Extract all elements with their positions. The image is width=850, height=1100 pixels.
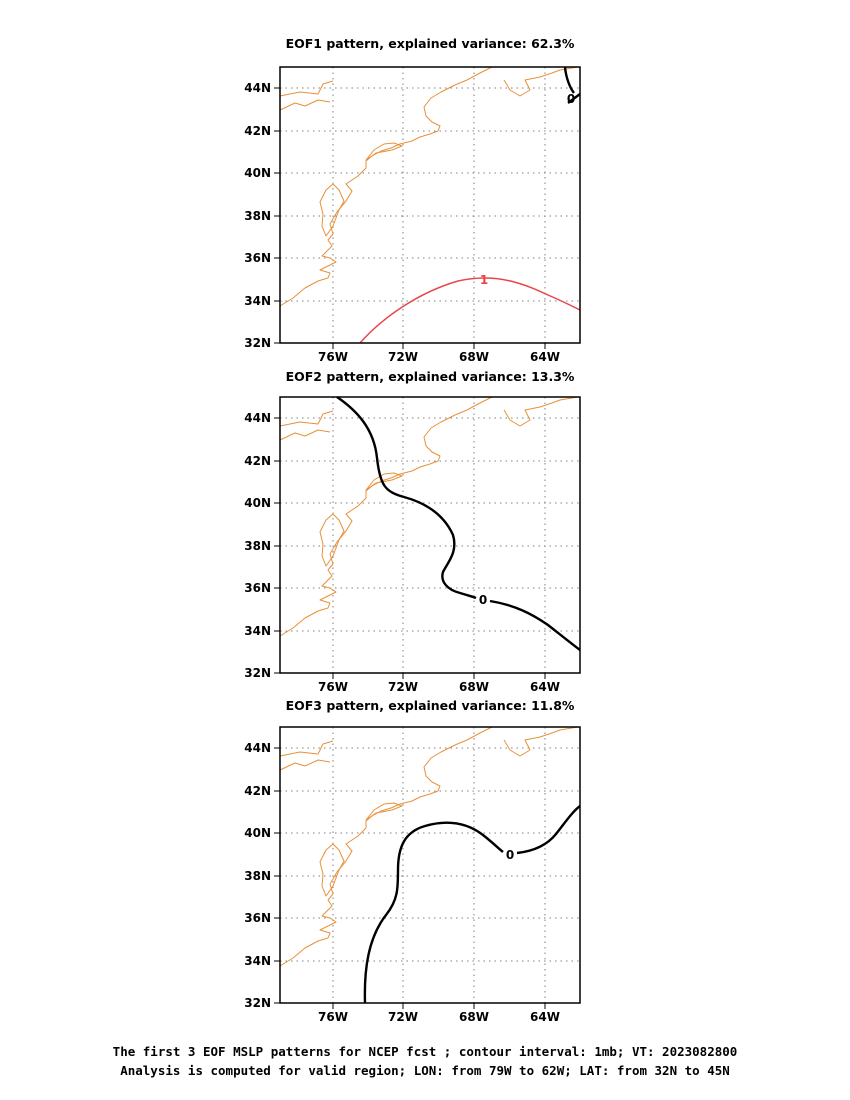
lon-tick-label: 64W	[530, 350, 560, 364]
lat-tick-label: 32N	[244, 996, 271, 1010]
lat-tick-label: 42N	[244, 124, 271, 138]
lat-tick-label: 40N	[244, 166, 271, 180]
eof-contours: 0	[336, 396, 581, 651]
caption-line-1: The first 3 EOF MSLP patterns for NCEP f…	[112, 1044, 738, 1059]
lat-tick-label: 38N	[244, 209, 271, 223]
lon-tick-label: 72W	[388, 350, 418, 364]
lat-tick-label: 44N	[244, 741, 271, 755]
lat-axis: 44N 42N 40N 38N 36N 34N 32N	[244, 741, 280, 1010]
lat-tick-label: 32N	[244, 336, 271, 350]
lon-tick-label: 72W	[388, 1010, 418, 1024]
lat-tick-label: 34N	[244, 294, 271, 308]
lat-tick-label: 44N	[244, 81, 271, 95]
lat-tick-label: 38N	[244, 539, 271, 553]
coastline	[279, 726, 579, 967]
lon-tick-label: 76W	[318, 1010, 348, 1024]
lon-tick-label: 68W	[459, 350, 489, 364]
contour-label: 1	[480, 273, 488, 287]
lon-tick-label: 64W	[530, 1010, 560, 1024]
lon-tick-label: 68W	[459, 680, 489, 694]
lon-tick-label: 68W	[459, 1010, 489, 1024]
lat-tick-label: 34N	[244, 954, 271, 968]
lat-axis: 44N 42N 40N 38N 36N 34N 32N	[244, 411, 280, 680]
lon-tick-label: 72W	[388, 680, 418, 694]
lon-tick-label: 64W	[530, 680, 560, 694]
lat-tick-label: 44N	[244, 411, 271, 425]
lon-tick-label: 76W	[318, 680, 348, 694]
panel-eof2: EOF2 pattern, explained variance: 13.3% …	[244, 369, 581, 694]
gridlines	[280, 67, 580, 343]
lon-axis: 76W 72W 68W 64W	[318, 343, 560, 364]
panel-eof1: EOF1 pattern, explained variance: 62.3% …	[244, 36, 581, 364]
lon-axis: 76W 72W 68W 64W	[318, 673, 560, 694]
lat-tick-label: 40N	[244, 826, 271, 840]
map-frame	[279, 66, 581, 344]
lon-tick-label: 76W	[318, 350, 348, 364]
caption-line-2: Analysis is computed for valid region; L…	[120, 1063, 730, 1078]
coastline	[279, 396, 579, 637]
contour-label: 0	[567, 92, 575, 106]
lat-tick-label: 36N	[244, 581, 271, 595]
eof-contours: 0	[363, 805, 581, 1004]
lat-tick-label: 40N	[244, 496, 271, 510]
lat-tick-label: 38N	[244, 869, 271, 883]
lat-tick-label: 36N	[244, 251, 271, 265]
map-frame	[279, 726, 581, 1004]
contour-label: 0	[506, 848, 514, 862]
gridlines	[280, 397, 580, 673]
panel-title: EOF1 pattern, explained variance: 62.3%	[286, 36, 575, 51]
panel-title: EOF3 pattern, explained variance: 11.8%	[286, 698, 575, 713]
contour-label: 0	[479, 593, 487, 607]
lat-axis: 44N 42N 40N 38N 36N 34N 32N	[244, 81, 280, 350]
gridlines	[280, 727, 580, 1003]
eof-contours: 1 0	[359, 66, 581, 344]
panel-title: EOF2 pattern, explained variance: 13.3%	[286, 369, 575, 384]
lat-tick-label: 34N	[244, 624, 271, 638]
map-frame	[279, 396, 581, 674]
lon-axis: 76W 72W 68W 64W	[318, 1003, 560, 1024]
lat-tick-label: 42N	[244, 454, 271, 468]
lat-tick-label: 36N	[244, 911, 271, 925]
coastline	[279, 66, 580, 307]
lat-tick-label: 42N	[244, 784, 271, 798]
panel-eof3: EOF3 pattern, explained variance: 11.8% …	[244, 698, 581, 1024]
lat-tick-label: 32N	[244, 666, 271, 680]
